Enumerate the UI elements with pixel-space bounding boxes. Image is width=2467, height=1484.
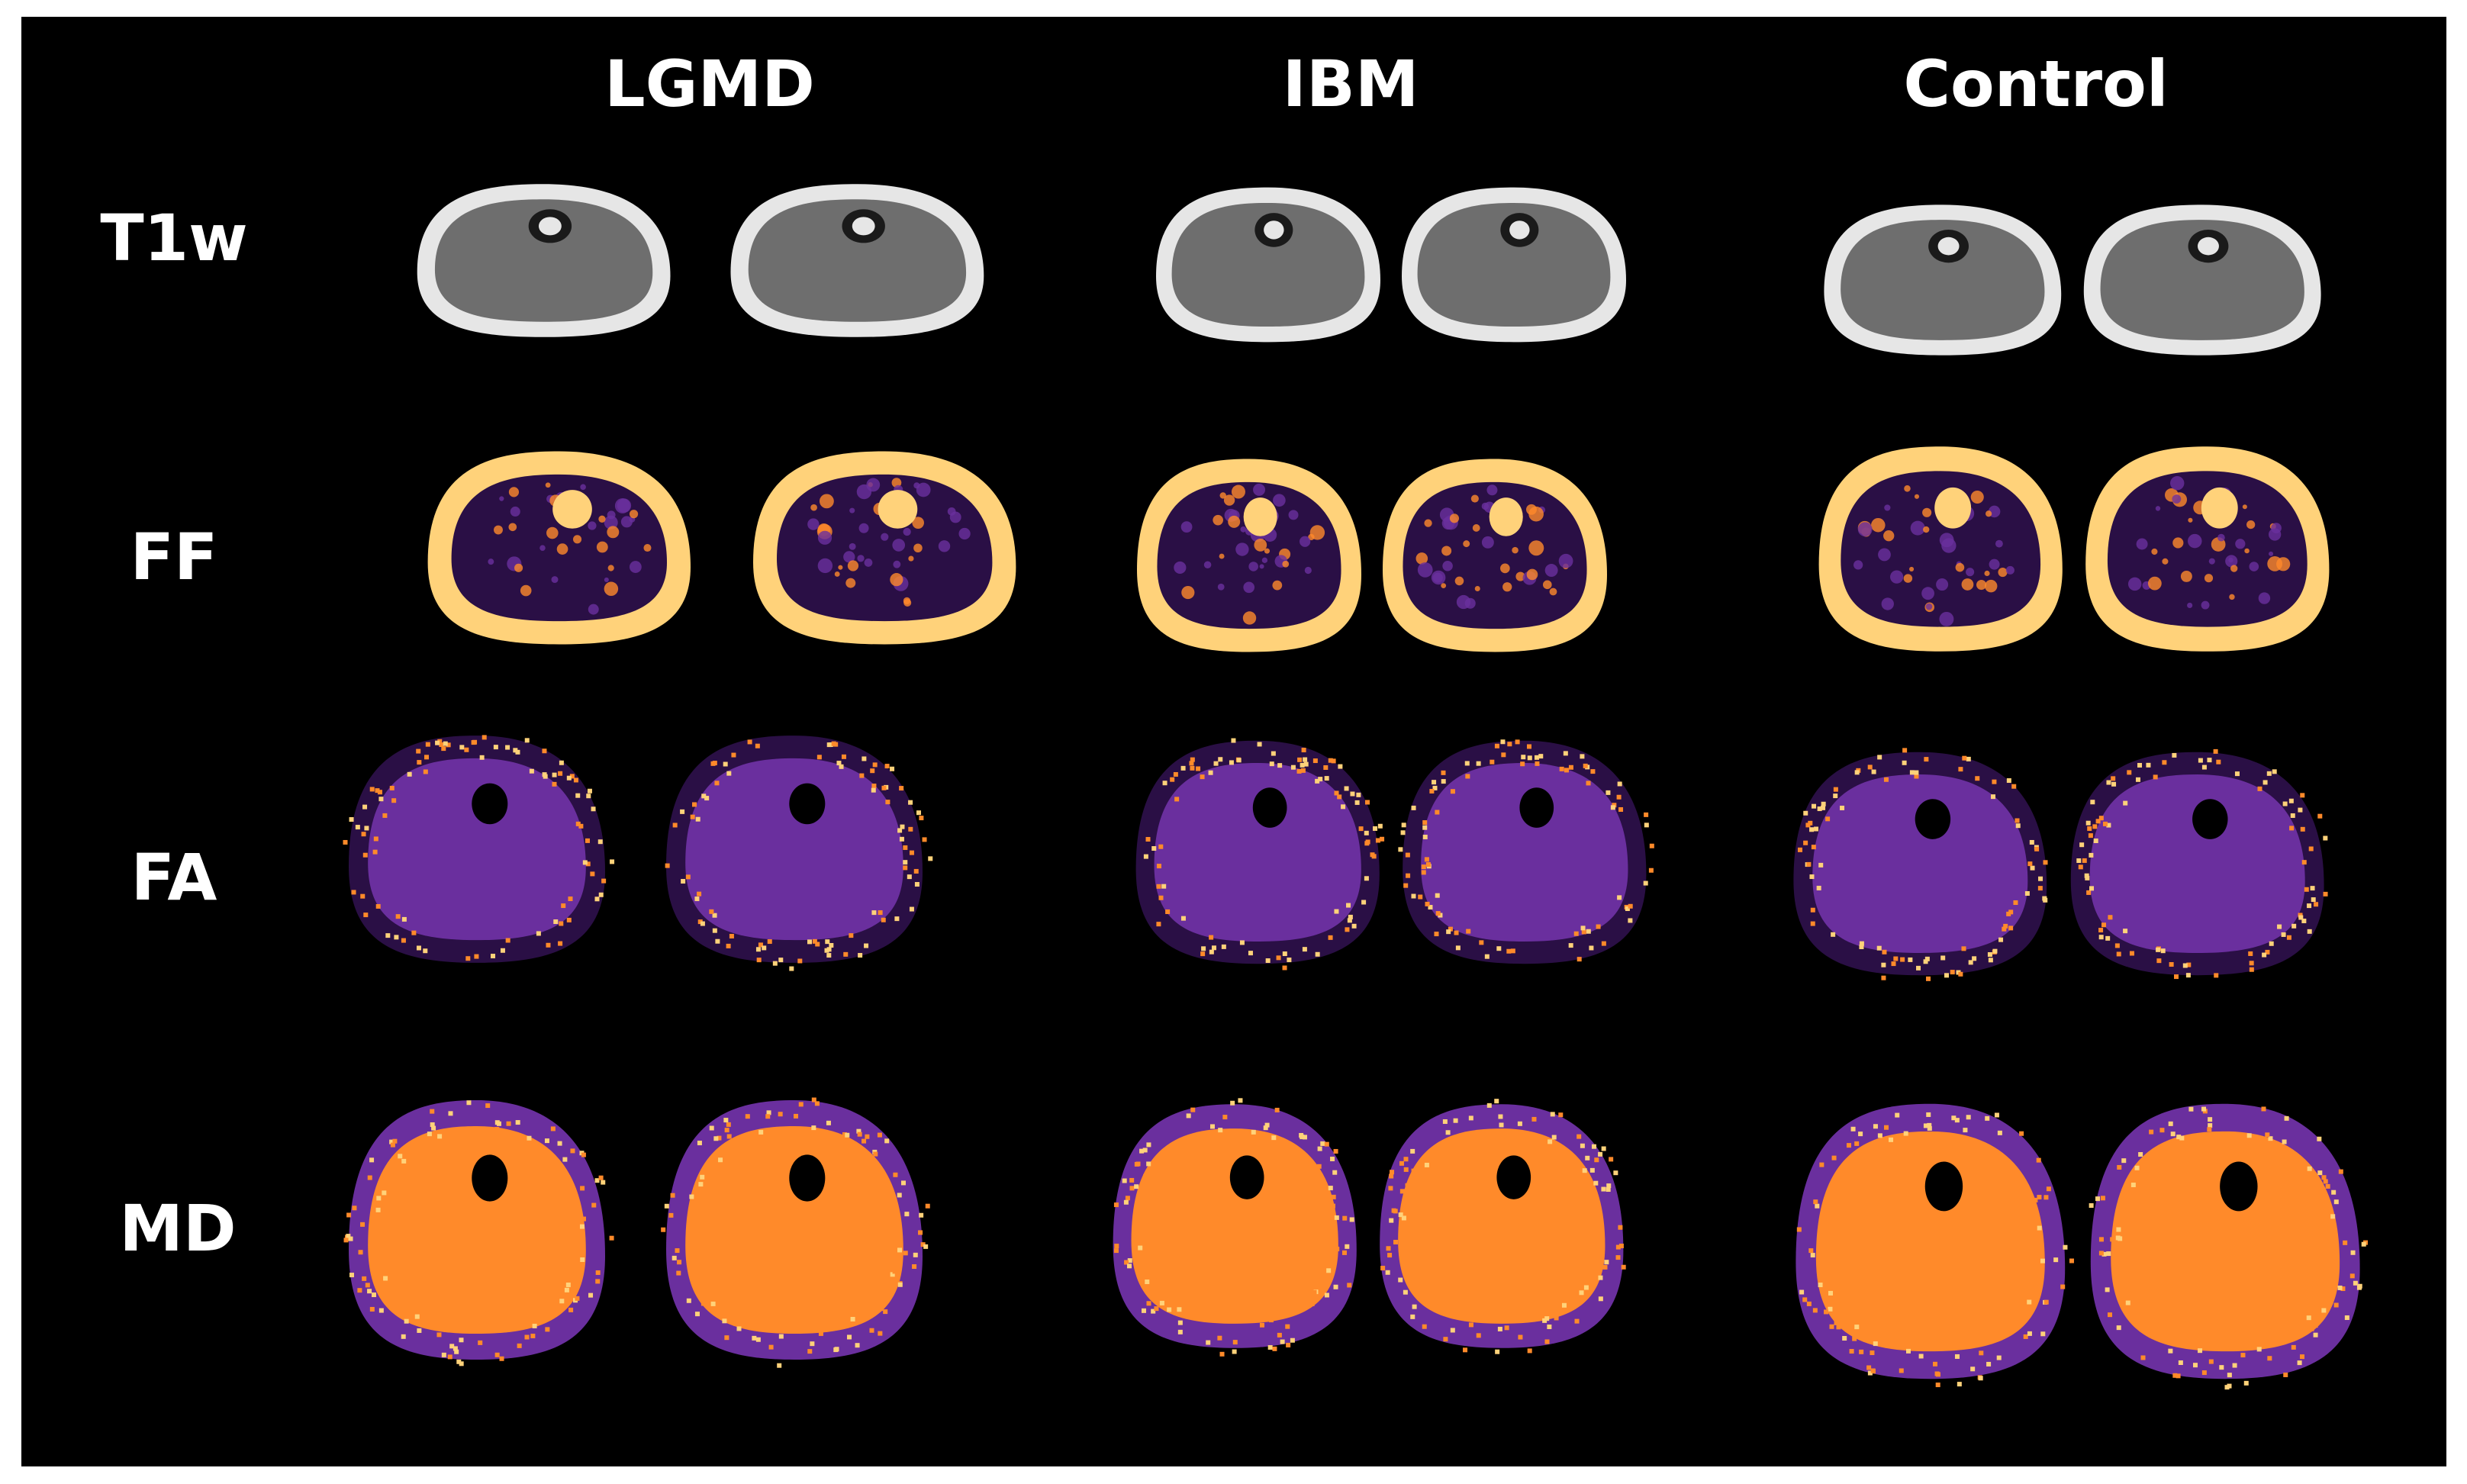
panel-t1w-control xyxy=(1790,169,2355,391)
row-label-ff: FF xyxy=(130,520,218,594)
column-label-control: Control xyxy=(1903,47,2169,121)
panel-ff-ibm xyxy=(1105,414,1639,697)
leg-left xyxy=(1113,1098,1357,1357)
leg-left xyxy=(1793,748,2048,981)
panel-t1w-ibm xyxy=(1124,151,1658,378)
leg-right xyxy=(661,1097,930,1368)
leg-left xyxy=(1135,738,1385,971)
leg-left xyxy=(1137,459,1361,652)
leg-right xyxy=(2089,1103,2369,1390)
column-label-ibm: IBM xyxy=(1282,47,1419,121)
panel-md-lgmd xyxy=(330,1039,941,1421)
panel-t1w-lgmd xyxy=(399,148,1002,373)
mri-figure: LGMD IBM Control T1w FF FA MD xyxy=(21,17,2446,1466)
leg-right xyxy=(1402,187,1626,343)
row-label-md: MD xyxy=(119,1191,237,1266)
leg-right xyxy=(2083,204,2321,356)
row-label-t1w: T1w xyxy=(100,201,248,275)
panel-ff-lgmd xyxy=(409,406,1035,690)
panel-ff-control xyxy=(1784,398,2364,700)
leg-right xyxy=(2085,446,2330,652)
leg-right xyxy=(2070,748,2328,980)
leg-right xyxy=(1398,739,1654,964)
leg-right xyxy=(753,451,1016,645)
leg-left xyxy=(427,451,691,645)
leg-left xyxy=(1818,446,2063,652)
leg-left xyxy=(343,1100,614,1367)
leg-left xyxy=(1156,187,1380,343)
column-label-lgmd: LGMD xyxy=(604,47,815,121)
panel-fa-control xyxy=(1757,700,2360,1028)
row-label-fa: FA xyxy=(130,840,217,915)
panel-md-ibm xyxy=(1078,1047,1658,1405)
panel-md-control xyxy=(1757,1039,2398,1444)
panel-fa-lgmd xyxy=(330,682,941,1016)
leg-left xyxy=(417,184,671,337)
leg-left xyxy=(1795,1103,2074,1388)
leg-left xyxy=(343,735,615,963)
leg-right xyxy=(665,736,933,971)
leg-left xyxy=(1824,204,2062,356)
leg-right xyxy=(730,184,984,337)
leg-right xyxy=(1383,459,1607,652)
panel-fa-ibm xyxy=(1101,688,1681,1016)
leg-right xyxy=(1380,1099,1626,1354)
